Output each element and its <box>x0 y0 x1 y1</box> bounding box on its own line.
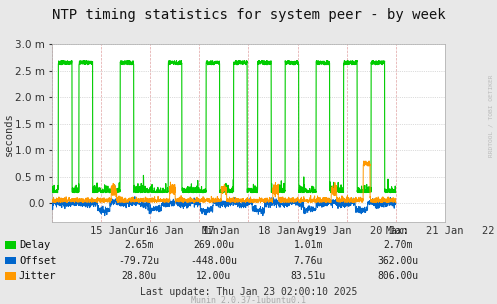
Text: -79.72u: -79.72u <box>119 256 160 265</box>
Text: seconds: seconds <box>4 112 14 156</box>
Text: NTP timing statistics for system peer - by week: NTP timing statistics for system peer - … <box>52 8 445 22</box>
Text: Offset: Offset <box>19 256 56 265</box>
Text: 19 Jan: 19 Jan <box>314 226 351 237</box>
Text: 18 Jan: 18 Jan <box>258 226 295 237</box>
Text: Min:: Min: <box>202 226 226 236</box>
Text: Max:: Max: <box>386 226 410 236</box>
Text: Munin 2.0.37-1ubuntu0.1: Munin 2.0.37-1ubuntu0.1 <box>191 296 306 304</box>
Text: 1.01m: 1.01m <box>293 240 323 250</box>
Text: 806.00u: 806.00u <box>377 271 418 281</box>
Text: RRDTOOL / TOBI OETIKER: RRDTOOL / TOBI OETIKER <box>488 74 493 157</box>
Text: 2.70m: 2.70m <box>383 240 413 250</box>
Text: 21 Jan: 21 Jan <box>426 226 464 237</box>
Text: Last update: Thu Jan 23 02:00:10 2025: Last update: Thu Jan 23 02:00:10 2025 <box>140 288 357 297</box>
Text: Delay: Delay <box>19 240 50 250</box>
Text: Jitter: Jitter <box>19 271 56 281</box>
Text: Cur:: Cur: <box>127 226 151 236</box>
Text: 269.00u: 269.00u <box>193 240 234 250</box>
Bar <box>5 241 16 249</box>
Text: 28.80u: 28.80u <box>122 271 157 281</box>
Text: 2.65m: 2.65m <box>124 240 154 250</box>
Text: 20 Jan: 20 Jan <box>370 226 408 237</box>
Bar <box>5 257 16 264</box>
Text: 362.00u: 362.00u <box>377 256 418 265</box>
Text: Avg:: Avg: <box>296 226 320 236</box>
Text: 12.00u: 12.00u <box>196 271 231 281</box>
Text: 7.76u: 7.76u <box>293 256 323 265</box>
Text: -448.00u: -448.00u <box>190 256 237 265</box>
Text: 16 Jan: 16 Jan <box>146 226 183 237</box>
Text: 15 Jan: 15 Jan <box>89 226 127 237</box>
Text: 22 Jan: 22 Jan <box>482 226 497 237</box>
Text: 83.51u: 83.51u <box>291 271 326 281</box>
Bar <box>5 272 16 280</box>
Text: 17 Jan: 17 Jan <box>202 226 239 237</box>
